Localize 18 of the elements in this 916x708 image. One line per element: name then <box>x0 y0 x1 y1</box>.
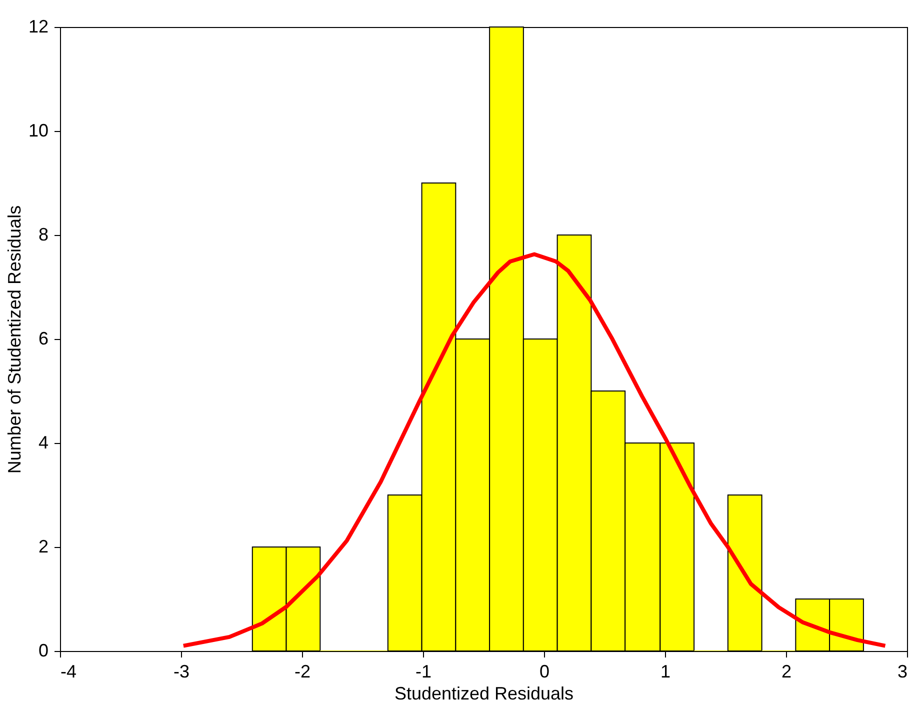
x-tick-label: 2 <box>781 662 792 682</box>
y-tick-label: 12 <box>28 16 48 36</box>
x-tick-label: -4 <box>60 662 77 682</box>
x-tick-label: 3 <box>897 662 908 682</box>
y-tick-label: 6 <box>38 328 48 348</box>
x-tick-label: -3 <box>173 662 190 682</box>
y-tick-label: 10 <box>28 120 48 140</box>
x-tick-label: -1 <box>415 662 432 682</box>
line-series <box>181 252 888 648</box>
y-tick-label: 4 <box>38 432 48 452</box>
x-tick-label: 0 <box>539 662 550 682</box>
y-tick-label: 2 <box>38 536 48 556</box>
x-tick-label: -2 <box>294 662 311 682</box>
x-axis-title: Studentized Residuals <box>394 684 574 704</box>
y-tick-label: 8 <box>38 224 48 244</box>
x-tick-label: 1 <box>660 662 671 682</box>
y-axis-title: Number of Studentized Residuals <box>4 205 24 474</box>
y-tick-label: 0 <box>38 640 48 660</box>
